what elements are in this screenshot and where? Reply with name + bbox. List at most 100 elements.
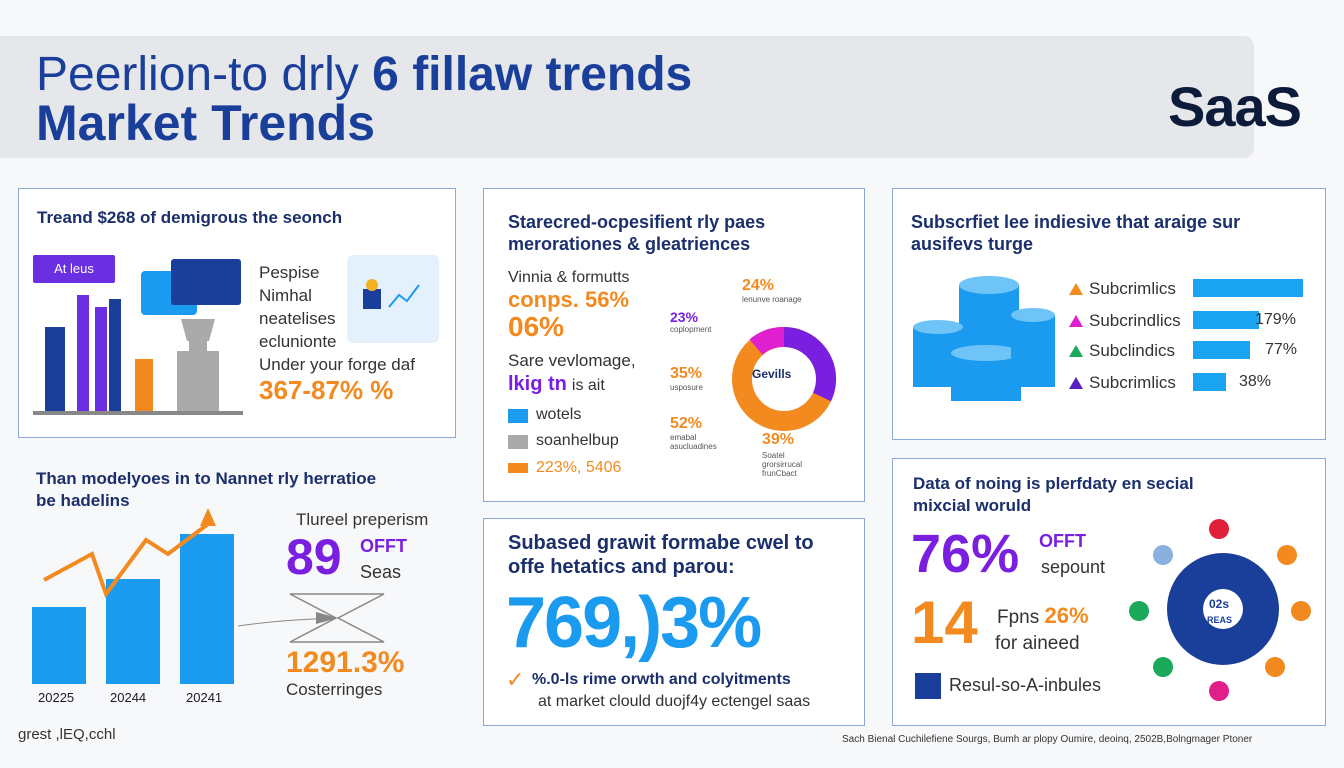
card6-line-a: Fpns 26% — [997, 603, 1089, 629]
card5-sub: at market clould duojf4y ectengel saas — [538, 693, 811, 710]
row-bar — [1193, 373, 1226, 391]
heading-line: mixcial woruld — [913, 496, 1032, 515]
funnel-icon — [238, 593, 385, 643]
trend-arrow — [200, 508, 216, 526]
card5-check-text: %.0-ls rime orwth and colyitments — [532, 671, 791, 688]
row-bar — [1193, 311, 1259, 329]
growth-bar-chart — [32, 508, 234, 684]
card6-line-b: for aineed — [995, 633, 1080, 654]
card1-illustration — [33, 259, 243, 415]
year-label: 20225 — [38, 690, 75, 705]
card2-sub: Vinnia & formutts — [508, 269, 630, 286]
title-bold-part: 6 fillaw trends — [372, 48, 693, 101]
bar-2 — [77, 295, 89, 413]
highlight: lkig tn — [508, 373, 567, 395]
cylinders-illustration — [913, 276, 1055, 401]
bar-4 — [109, 299, 121, 413]
trophy-icon — [177, 319, 219, 411]
donut-label-pct: 35% — [670, 365, 703, 382]
donut-label-desc: emabal asucluadines — [670, 433, 717, 451]
triangle-icon — [1069, 345, 1083, 357]
heading-line: Data of noing is plerfdaty en secial — [913, 474, 1194, 493]
network-node — [1209, 681, 1229, 701]
footer-source: Sach Bienal Cuchilefiene Sourgs, Bumh ar… — [842, 734, 1253, 745]
header-banner — [0, 36, 1254, 158]
card4-title: Tlureel preperism — [296, 510, 429, 529]
row-value: 77% — [1265, 341, 1298, 358]
bar-3 — [95, 307, 107, 413]
legend-swatch — [508, 435, 528, 449]
legend-label: 223%, 5406 — [536, 459, 622, 476]
card6-legend: Resul-so-A-inbules — [949, 675, 1102, 695]
card1-lines: Pespise Nimhal neatelises eclunionte Und… — [259, 261, 415, 376]
triangle-icon — [1069, 283, 1083, 295]
donut-slice-2 — [749, 327, 785, 355]
donut-label-desc: usposure — [670, 383, 703, 392]
row-value: 38% — [1239, 373, 1272, 390]
heading-line: Than modelyoes in to Nannet rly herratio… — [36, 469, 377, 488]
card4-big-sup: OFFT — [360, 536, 407, 556]
line: Under your forge daf — [259, 355, 415, 374]
legend-label: wotels — [536, 406, 582, 423]
network-node — [1209, 519, 1229, 539]
pct: 26% — [1044, 603, 1089, 628]
card6-big2: 14 — [911, 589, 978, 656]
card2-line4: lkig tn is ait — [508, 373, 605, 396]
line: eclunionte — [259, 332, 337, 351]
heading-line: merorationes & gleatriences — [508, 234, 751, 254]
heading-line: Starecred-ocpesifient rly paes — [508, 212, 766, 232]
card-search-trend: Treand $268 of demigrous the seonch At l… — [18, 188, 456, 438]
chat-bubble-2-icon — [171, 259, 241, 305]
network-node — [1291, 601, 1311, 621]
legend-swatch — [915, 673, 941, 699]
donut-label-pct: 24% — [742, 277, 775, 294]
bar-1 — [45, 327, 65, 413]
donut-label-pct: 52% — [670, 415, 703, 432]
donut-label-pct: 23% — [670, 309, 699, 325]
row-label: Subcrimlics — [1089, 279, 1176, 298]
card1-tag: At leus — [33, 255, 115, 283]
network-node — [1265, 657, 1285, 677]
heading-line: be hadelins — [36, 491, 130, 510]
donut-center: Gevills — [752, 367, 792, 381]
growth-bar — [106, 579, 160, 684]
heading-line: ausifevs turge — [911, 234, 1034, 254]
donut-label-desc: Soatel grorsirrucal frunCbact — [762, 451, 803, 478]
card-growth: Than modelyoes in to Nannet rly herratio… — [18, 458, 458, 718]
card4-pct: 1291.3% — [286, 646, 405, 679]
card-social-data: Data of noing is plerfdaty en secial mix… — [892, 458, 1326, 726]
card-experience: Starecred-ocpesifient rly paes meroratio… — [483, 188, 865, 502]
year-label: 20241 — [186, 690, 223, 705]
footer-left: grest ,lEQ,cchl — [18, 726, 116, 743]
card2-pct2: 06% — [508, 311, 565, 342]
network-center-bottom: REAS — [1207, 615, 1233, 625]
text: Fpns — [997, 607, 1040, 628]
check-icon: ✓ — [506, 667, 525, 692]
triangle-icon — [1069, 377, 1083, 389]
legend-label: soanhelbup — [536, 432, 619, 449]
card5-heading: Subased grawit formabe cwel to offe heta… — [508, 531, 814, 579]
card4-big-sub: Seas — [360, 562, 402, 582]
card1-heading: Treand $268 of demigrous the seonch — [37, 208, 343, 227]
line: Pespise — [259, 263, 320, 282]
card6-big1: 76% — [911, 524, 1020, 584]
card2-heading: Starecred-ocpesifient rly paes meroratio… — [508, 211, 765, 255]
card4-big: 89 — [286, 529, 342, 585]
legend-swatch — [508, 409, 528, 423]
trend-line — [43, 522, 210, 599]
network-node — [1153, 545, 1173, 565]
legend-swatch — [508, 463, 528, 473]
row-label: Subcrimlics — [1089, 373, 1176, 392]
card3-heading: Subscrfiet lee indiesive that araige sur… — [911, 211, 1240, 255]
card4-caption: Costerringes — [286, 680, 383, 699]
card6-big1-sub: sepount — [1041, 557, 1106, 577]
line: neatelises — [259, 309, 336, 328]
network-node — [1277, 545, 1297, 565]
growth-bar — [180, 534, 234, 684]
card1-value: 367-87% % — [259, 375, 394, 405]
network-node — [1129, 601, 1149, 621]
page-title-line1: Peerlion-to drly 6 fillaw trends — [36, 50, 692, 100]
card4-heading: Than modelyoes in to Nannet rly herratio… — [36, 468, 376, 512]
card2-line3: Sare vevlomage, — [508, 351, 636, 370]
card6-heading: Data of noing is plerfdaty en secial mix… — [913, 473, 1194, 517]
